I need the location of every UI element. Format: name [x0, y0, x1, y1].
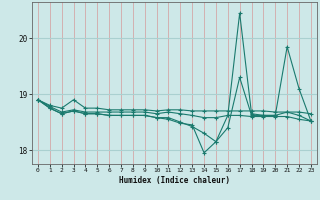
X-axis label: Humidex (Indice chaleur): Humidex (Indice chaleur) — [119, 176, 230, 185]
